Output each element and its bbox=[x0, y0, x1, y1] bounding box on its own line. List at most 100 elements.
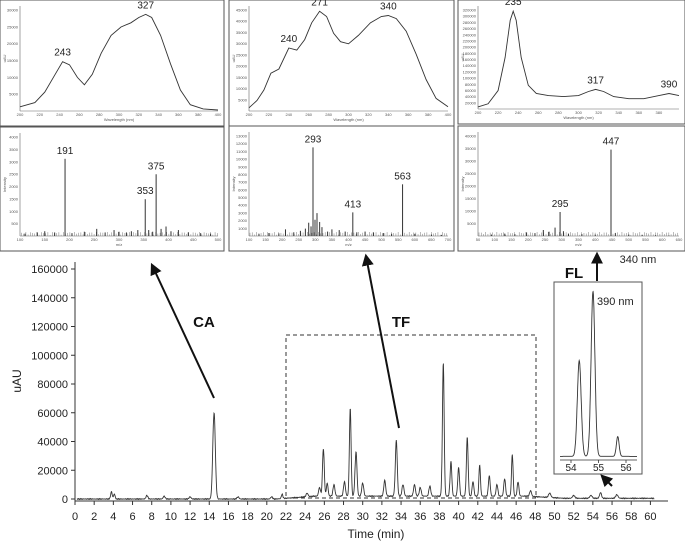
x-tick-label: 52 bbox=[568, 511, 580, 523]
x-tick-label: 20 bbox=[261, 511, 273, 523]
panel-x-tick-label: 320 bbox=[595, 110, 602, 115]
tf-region-box bbox=[285, 334, 537, 499]
ms-peak-label: 293 bbox=[305, 134, 322, 145]
panel-x-tick-label: 150 bbox=[262, 237, 269, 242]
panel-y-title: Intensity bbox=[231, 177, 236, 192]
panel-y-tick-label: 25000 bbox=[7, 24, 19, 29]
uv-spectrum-ca: 200 220 240 260 280 300 320 340 360 380 400 5000 100… bbox=[2, 0, 222, 122]
inset-tick-label: 55 bbox=[593, 463, 605, 474]
panel-y-tick-label: 4000 bbox=[238, 203, 248, 208]
panel-y-tick-label: 25000 bbox=[465, 171, 477, 176]
panel-x-tick-label: 650 bbox=[676, 237, 683, 242]
panel-x-tick-label: 240 bbox=[56, 112, 63, 117]
panel-y-tick-label: 5000 bbox=[238, 195, 248, 200]
panel-x-tick-label: 450 bbox=[362, 237, 369, 242]
panel-y-tick-label: 9000 bbox=[238, 164, 248, 169]
panel-y-tick-label: 40000 bbox=[236, 19, 248, 24]
panel-x-tick-label: 360 bbox=[635, 110, 642, 115]
x-tick-label: 38 bbox=[433, 511, 445, 523]
ms-panel-fl-frame bbox=[457, 125, 685, 252]
panel-x-tick-label: 300 bbox=[575, 110, 582, 115]
panel-x-tick-label: 300 bbox=[116, 112, 123, 117]
inset-tick-label: 54 bbox=[565, 463, 577, 474]
panel-x-tick-label: 500 bbox=[378, 237, 385, 242]
panel-y-tick-label: 20000 bbox=[236, 64, 248, 69]
inset-trace bbox=[560, 290, 637, 457]
mass-spectrum-ca: 100 150 200 250 300 350 400 450 500 500 1000 1500 20… bbox=[2, 133, 222, 247]
y-tick-label: 100000 bbox=[31, 350, 68, 362]
panel-x-tick-label: 350 bbox=[575, 237, 582, 242]
panel-y-tick-label: 1000 bbox=[9, 209, 19, 214]
panel-x-tick-label: 280 bbox=[555, 110, 562, 115]
uv-curve bbox=[477, 9, 680, 108]
panel-x-tick-label: 200 bbox=[475, 110, 482, 115]
uv-peak-label: 235 bbox=[505, 0, 522, 8]
panel-y-tick-label: 30000 bbox=[236, 41, 248, 46]
x-tick-label: 16 bbox=[222, 511, 234, 523]
uv-peak-label: 243 bbox=[54, 48, 71, 59]
ms-peak-label: 375 bbox=[148, 161, 165, 172]
panel-x-tick-label: 380 bbox=[195, 112, 202, 117]
x-tick-label: 28 bbox=[337, 511, 349, 523]
ms-panel-tf: 100 150 200 250 300 350 400 450 500 550 600 650 700 1… bbox=[228, 125, 455, 252]
x-tick-label: 58 bbox=[625, 511, 637, 523]
x-tick-label: 44 bbox=[491, 511, 503, 523]
y-tick-label: 20000 bbox=[37, 465, 68, 477]
chromatogram-trace bbox=[76, 363, 655, 501]
x-tick-label: 12 bbox=[184, 511, 196, 523]
panel-x-tick-label: 320 bbox=[365, 112, 372, 117]
x-tick-label: 18 bbox=[241, 511, 253, 523]
panel-x-tick-label: 240 bbox=[285, 112, 292, 117]
panel-x-tick-label: 500 bbox=[215, 237, 222, 242]
panel-x-tick-label: 350 bbox=[140, 237, 147, 242]
panel-y-tick-label: 15000 bbox=[465, 196, 477, 201]
ca-label: CA bbox=[193, 314, 215, 331]
panel-y-tick-label: 140000 bbox=[463, 63, 477, 68]
y-tick-label: 60000 bbox=[37, 408, 68, 420]
panel-x-tick-label: 340 bbox=[155, 112, 162, 117]
panel-x-tick-label: 250 bbox=[542, 237, 549, 242]
panel-x-title: m/z bbox=[575, 242, 581, 247]
x-tick-label: 48 bbox=[529, 511, 541, 523]
x-tick-label: 46 bbox=[510, 511, 522, 523]
panel-x-tick-label: 650 bbox=[428, 237, 435, 242]
panel-x-tick-label: 200 bbox=[66, 237, 73, 242]
panel-x-tick-label: 260 bbox=[535, 110, 542, 115]
panel-x-title: m/z bbox=[345, 242, 351, 247]
panel-y-tick-label: 20000 bbox=[465, 184, 477, 189]
ms-peak-label: 447 bbox=[603, 137, 620, 148]
inset-tick-label: 56 bbox=[620, 463, 632, 474]
panel-y-tick-label: 45000 bbox=[236, 8, 248, 13]
inset-wavelength-label: 390 nm bbox=[597, 296, 634, 308]
panel-y-tick-label: 500 bbox=[11, 221, 18, 226]
panel-y-tick-label: 25000 bbox=[236, 52, 248, 57]
panel-x-tick-label: 200 bbox=[525, 237, 532, 242]
uv-panel-tf: 200 220 240 260 280 300 320 340 360 380 400 5000 100… bbox=[228, 0, 455, 127]
uv-spectrum-tf: 200 220 240 260 280 300 320 340 360 380 400 5000 100… bbox=[231, 0, 452, 122]
panel-x-tick-label: 220 bbox=[36, 112, 43, 117]
panel-y-title: uAU bbox=[460, 53, 465, 61]
x-axis-title: Time (min) bbox=[348, 527, 405, 541]
ms-panel-fl: 50 100 150 200 250 300 350 400 450 500 550 600 650 50… bbox=[457, 125, 685, 252]
ms-panel-ca-frame bbox=[0, 126, 225, 252]
y-tick-label: 40000 bbox=[37, 437, 68, 449]
panel-y-tick-label: 200000 bbox=[463, 45, 477, 50]
panel-x-tick-label: 300 bbox=[345, 112, 352, 117]
panel-y-tick-label: 1000 bbox=[238, 226, 248, 231]
panel-x-tick-label: 200 bbox=[279, 237, 286, 242]
main-axes-ticks: 0 2 4 6 8 10 12 14 16 18 20 22 24 26 28 30 32 34 36 38 40 42 4… bbox=[31, 264, 656, 523]
panel-y-tick-label: 3000 bbox=[9, 159, 19, 164]
x-tick-label: 56 bbox=[606, 511, 618, 523]
panel-y-title: uAU bbox=[2, 54, 7, 62]
inset-390nm: 54 55 56 390 nm bbox=[553, 281, 643, 475]
panel-x-tick-label: 280 bbox=[96, 112, 103, 117]
mass-spectrum-tf: 100 150 200 250 300 350 400 450 500 550 600 650 700 1… bbox=[231, 132, 452, 247]
panel-x-tick-label: 100 bbox=[17, 237, 24, 242]
y-tick-label: 140000 bbox=[31, 293, 68, 305]
panel-y-tick-label: 15000 bbox=[7, 58, 19, 63]
ms-peak-label: 191 bbox=[57, 146, 74, 157]
uv-peak-label: 317 bbox=[587, 75, 604, 86]
panel-y-tick-label: 20000 bbox=[7, 41, 19, 46]
panel-y-tick-label: 1500 bbox=[9, 196, 19, 201]
